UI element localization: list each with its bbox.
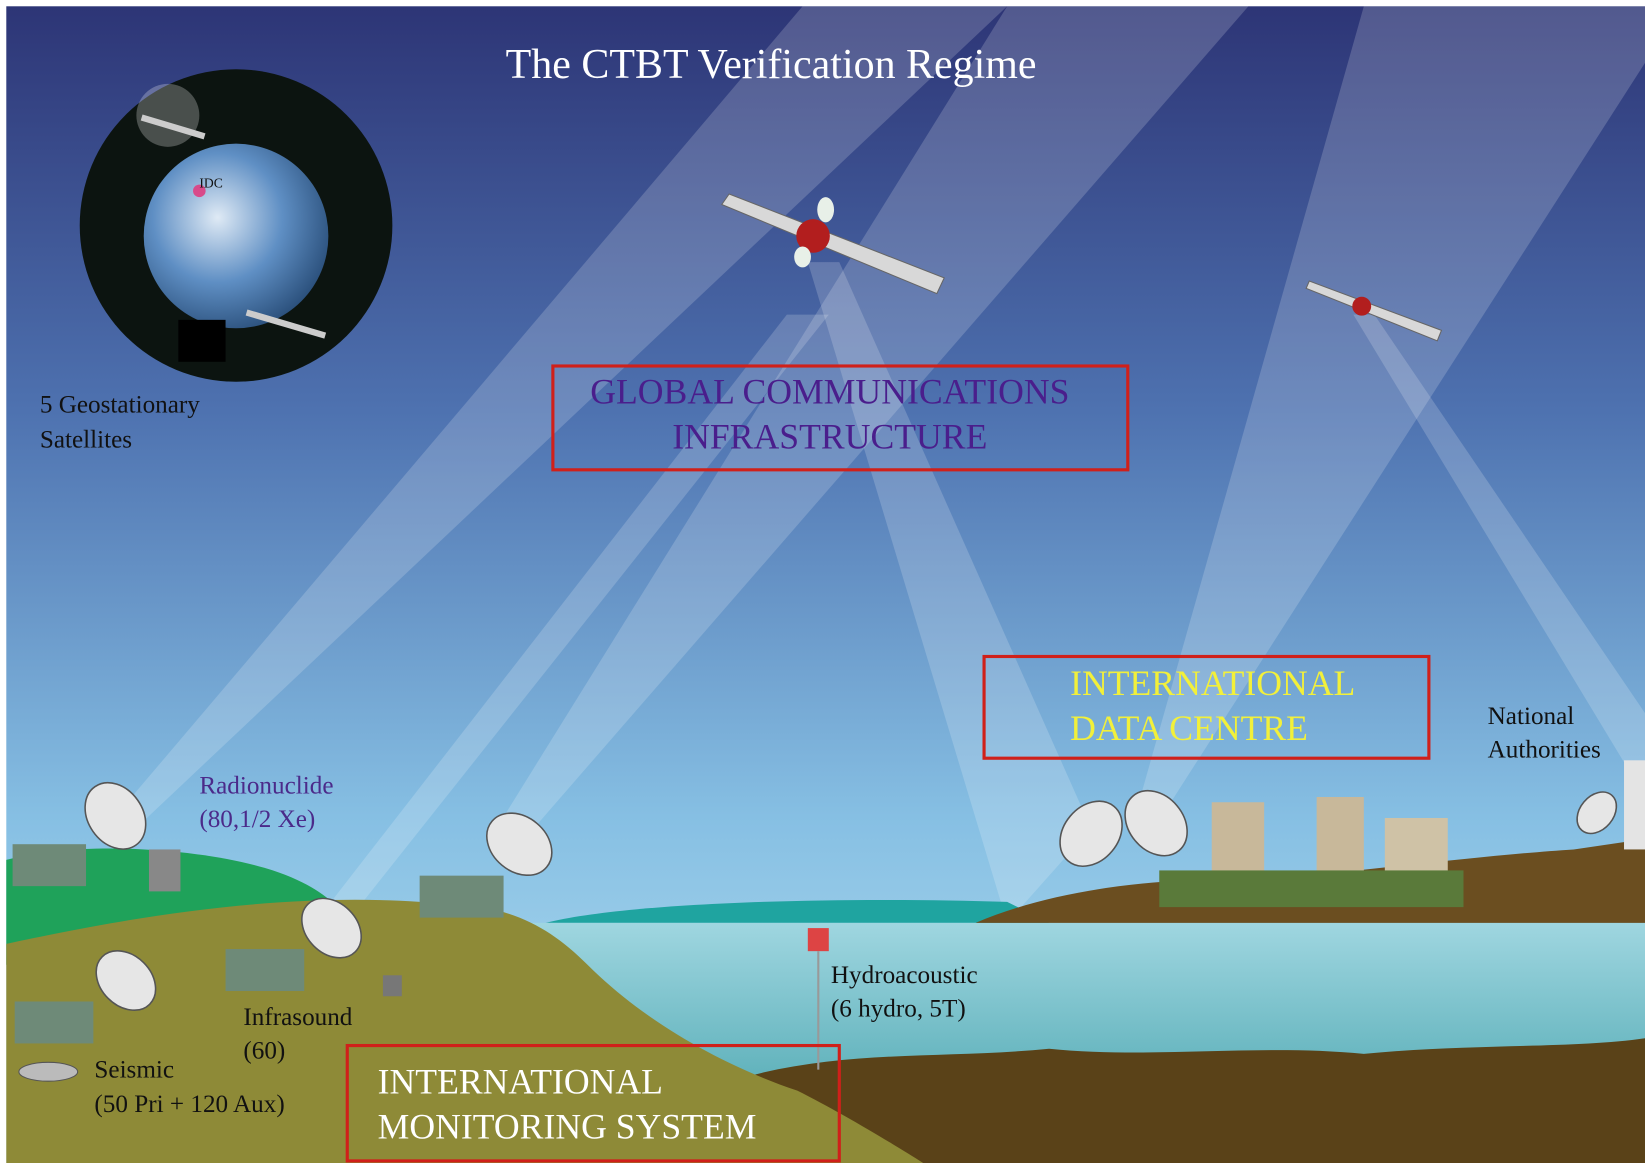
authorities-label: National	[1488, 703, 1575, 730]
box-label: GLOBAL COMMUNICATIONS	[590, 372, 1069, 412]
diagram: IDC	[0, 0, 1645, 1163]
station-label: Radionuclide	[199, 772, 333, 799]
box-label: DATA CENTRE	[1070, 708, 1308, 748]
station-label: (50 Pri + 120 Aux)	[94, 1091, 284, 1118]
station-label: (6 hydro, 5T)	[831, 996, 966, 1023]
globe-label: IDC	[199, 176, 222, 191]
station-label: Seismic	[94, 1057, 174, 1084]
box-label: MONITORING SYSTEM	[378, 1107, 757, 1147]
authorities-label: Authorities	[1488, 737, 1601, 764]
globe-caption: 5 Geostationary	[40, 392, 200, 419]
globe-caption: Satellites	[40, 426, 132, 453]
station-label: Infrasound	[243, 1004, 352, 1031]
box-label: INTERNATIONAL	[1070, 663, 1355, 703]
station-label: Hydroacoustic	[831, 962, 978, 989]
station-label: (80,1/2 Xe)	[199, 806, 315, 833]
station-label: (60)	[243, 1038, 285, 1065]
title: The CTBT Verification Regime	[506, 42, 1037, 88]
globe-inset: IDC	[80, 69, 393, 382]
box-label: INFRASTRUCTURE	[672, 417, 987, 457]
box-label: INTERNATIONAL	[378, 1062, 663, 1102]
